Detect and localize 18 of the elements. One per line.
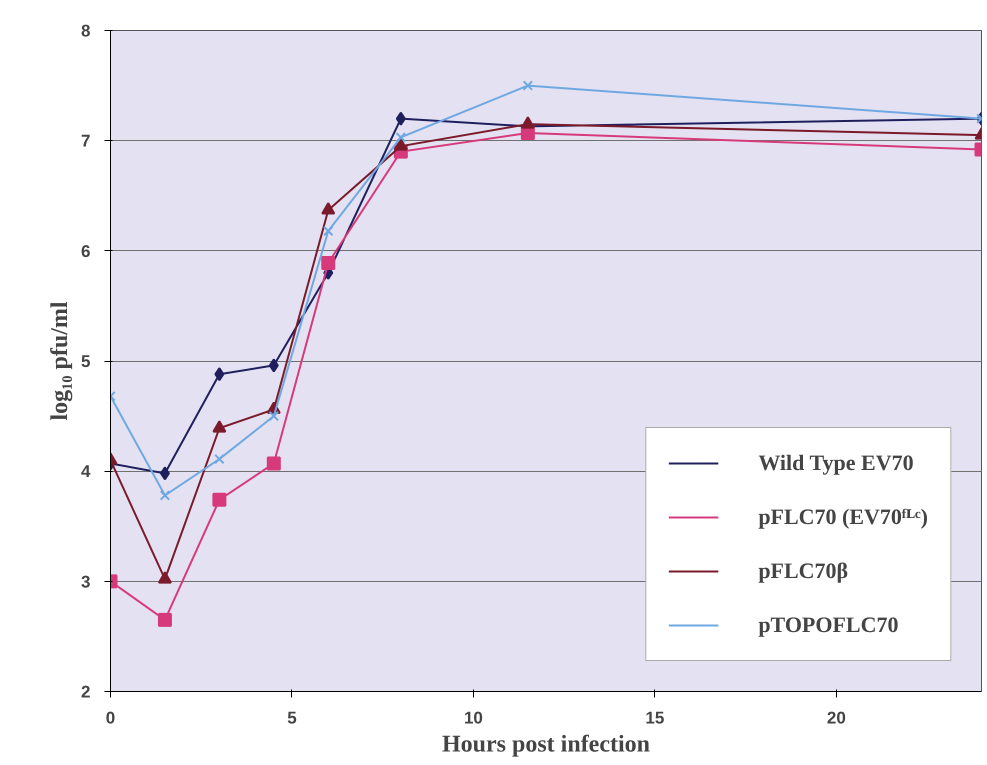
y-tick-label: 8: [81, 22, 91, 40]
legend-label: Wild Type EV70: [758, 450, 914, 476]
legend-label: pFLC70β: [758, 558, 848, 584]
y-tick-label: 4: [81, 462, 92, 482]
y-tick-label: 6: [81, 242, 91, 261]
x-tick-label: 0: [106, 708, 116, 728]
y-tick-label: 5: [81, 352, 91, 371]
legend-label: pTOPOFLC70: [758, 612, 898, 638]
x-axis-title: Hours post infection: [442, 732, 650, 758]
y-tick-label: 7: [81, 132, 91, 151]
x-tick-label: 5: [287, 708, 297, 728]
y-axis-title: log₁₀ pfu/ml: [47, 301, 74, 421]
legend-label: pFLC70 (EV70ᶠᴸᶜ): [758, 504, 928, 530]
x-tick-label: 10: [464, 708, 483, 728]
y-tick-label: 3: [81, 572, 91, 592]
x-tick-label: 20: [826, 708, 846, 728]
y-tick-label: 2: [81, 682, 91, 702]
x-tick-label: 15: [645, 708, 664, 728]
